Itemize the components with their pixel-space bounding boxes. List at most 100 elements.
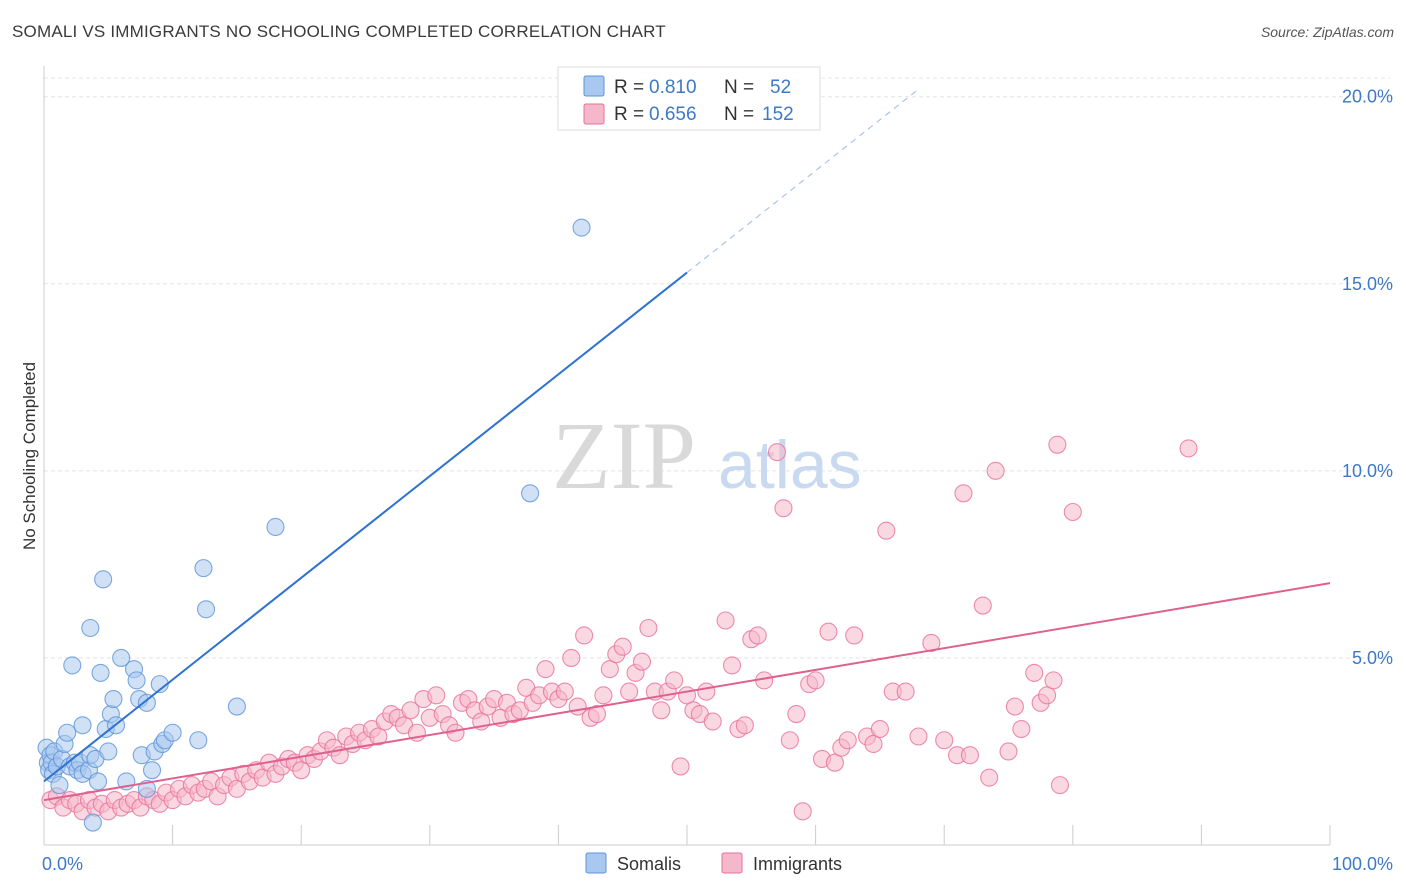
immigrants-point	[1038, 686, 1057, 705]
immigrants-point	[587, 704, 607, 724]
somalis-point	[137, 693, 156, 712]
legend-swatch-somalis	[583, 75, 605, 97]
immigrants-point	[536, 660, 555, 679]
immigrants-point	[922, 633, 941, 653]
immigrants-point	[555, 682, 574, 701]
immigrants-point	[427, 686, 446, 705]
immigrants-point	[748, 626, 767, 645]
somalis-point	[521, 484, 540, 503]
immigrants-point	[838, 731, 857, 750]
immigrants-point	[722, 656, 742, 675]
immigrants-point	[1005, 697, 1024, 716]
legend-n-label-somalis: N =	[724, 77, 754, 98]
immigrants-point	[671, 757, 690, 776]
immigrants-point	[1012, 719, 1031, 739]
somalis-point	[91, 663, 110, 682]
legend-swatch-immigrants	[583, 103, 605, 125]
immigrants-point	[1179, 439, 1198, 458]
bottom-legend-label-somalis: Somalis	[617, 854, 681, 874]
immigrants-point	[896, 682, 915, 701]
somalis-point	[572, 218, 591, 237]
immigrants-point	[446, 723, 465, 742]
axes	[43, 66, 1331, 846]
immigrants-point	[1048, 435, 1067, 454]
somalis-point	[63, 656, 82, 675]
somalis-point	[137, 779, 156, 798]
somalis-point	[73, 716, 92, 735]
immigrants-point	[909, 727, 928, 746]
y-axis-title: No Schooling Completed	[20, 362, 39, 550]
immigrants-point	[870, 719, 889, 739]
somalis-point	[83, 813, 102, 832]
somalis-point	[50, 776, 69, 795]
x-tick-label: 0.0%	[42, 854, 83, 874]
immigrants-point	[1063, 502, 1082, 522]
immigrants-point	[877, 521, 896, 540]
immigrants-point	[735, 716, 754, 735]
somalis-point	[112, 648, 131, 667]
immigrants-point	[864, 734, 883, 754]
y-tick-label: 5.0%	[1352, 648, 1393, 668]
x-tick-label: 100.0%	[1332, 854, 1393, 874]
immigrants-point	[292, 761, 311, 780]
somalis-point	[227, 697, 246, 716]
immigrants-point	[980, 768, 999, 787]
immigrants-point	[999, 742, 1018, 761]
immigrants-point	[665, 671, 684, 690]
somalis-trend-line	[43, 271, 688, 783]
watermark-zip: ZIP	[552, 402, 696, 509]
somalis-point	[88, 772, 108, 791]
immigrants-point	[369, 727, 388, 746]
immigrants-point	[787, 704, 806, 724]
somalis-point	[81, 618, 100, 638]
immigrants-point	[954, 484, 973, 503]
immigrants-point	[1050, 776, 1069, 795]
immigrants-point	[793, 802, 812, 821]
somalis-point	[104, 690, 123, 709]
watermark: ZIP atlas	[552, 402, 862, 509]
immigrants-point	[652, 701, 671, 720]
immigrants-point	[575, 626, 594, 645]
immigrants-point	[639, 618, 658, 638]
somalis-point	[163, 723, 182, 742]
chart-source: Source: ZipAtlas.com	[1260, 24, 1394, 40]
immigrants-point	[632, 652, 652, 671]
immigrants-point	[819, 622, 838, 641]
chart-title: SOMALI VS IMMIGRANTS NO SCHOOLING COMPLE…	[12, 22, 666, 41]
y-tick-label: 15.0%	[1342, 274, 1393, 294]
immigrants-point	[767, 443, 787, 462]
legend-r-label-somalis: R =	[614, 77, 644, 98]
legend-n-label-immigrants: N =	[724, 104, 754, 125]
correlation-legend: R = 0.810 N = 52 R = 0.656 N = 152	[557, 66, 821, 131]
trend-lines	[43, 88, 1331, 802]
watermark-atlas: atlas	[718, 427, 862, 503]
y-tick-labels: 5.0% 10.0% 15.0% 20.0%	[1342, 87, 1393, 668]
somalis-point	[266, 517, 285, 537]
immigrants-point	[594, 686, 613, 705]
immigrants-point	[825, 753, 844, 772]
gridlines	[44, 77, 1390, 659]
immigrants-point	[697, 682, 716, 701]
bottom-legend-swatch-immigrants	[721, 852, 743, 874]
immigrants-point	[845, 626, 864, 645]
legend-n-value-somalis: 52	[770, 77, 791, 98]
y-tick-label: 10.0%	[1342, 461, 1393, 481]
immigrants-point	[401, 701, 420, 720]
y-tick-label: 20.0%	[1342, 87, 1393, 107]
somalis-points	[37, 218, 591, 832]
immigrants-point	[716, 611, 735, 630]
immigrants-point	[613, 637, 632, 656]
immigrants-point	[986, 461, 1005, 480]
immigrants-point	[620, 682, 639, 701]
legend-r-value-somalis: 0.810	[649, 77, 697, 98]
legend-r-label-immigrants: R =	[614, 104, 644, 125]
somalis-point	[99, 742, 118, 761]
somalis-point	[142, 761, 162, 780]
immigrants-point	[703, 712, 722, 731]
immigrants-point	[774, 499, 793, 518]
bottom-legend-label-immigrants: Immigrants	[753, 854, 842, 874]
immigrants-point	[806, 671, 825, 690]
immigrants-point	[562, 648, 581, 667]
series-legend: Somalis Immigrants	[585, 852, 842, 874]
